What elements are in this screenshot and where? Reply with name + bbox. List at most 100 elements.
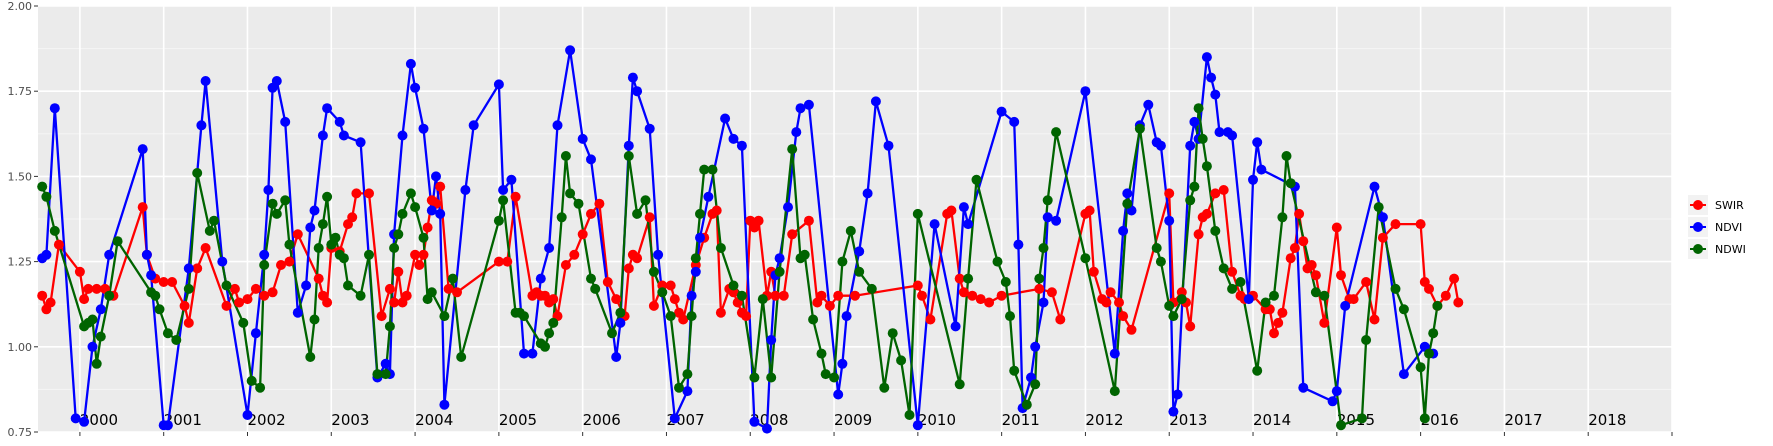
data-point-ndwi (1201, 161, 1212, 172)
data-point-ndwi (87, 314, 98, 325)
data-point-ndvi (929, 219, 940, 230)
data-point-ndwi (95, 331, 106, 342)
data-point-ndwi (1361, 335, 1372, 345)
data-point-ndvi (1214, 127, 1225, 138)
data-point-ndwi (338, 253, 349, 264)
data-point-ndwi (405, 188, 416, 199)
data-point-ndvi (146, 270, 157, 281)
data-point-ndvi (259, 249, 270, 260)
data-point-ndwi (1051, 127, 1062, 138)
data-point-swir (1310, 270, 1321, 281)
legend-marker (1693, 244, 1703, 254)
data-point-ndwi (1419, 413, 1430, 424)
data-point-ndvi (1201, 52, 1212, 63)
data-point-ndvi (439, 399, 450, 410)
data-point-ndwi (493, 215, 504, 226)
data-point-swir (74, 266, 85, 277)
y-tick-label: 1.00 (8, 341, 33, 354)
data-point-ndwi (426, 287, 437, 298)
data-point-ndvi (1398, 369, 1409, 380)
data-point-ndvi (280, 116, 291, 127)
data-point-swir (183, 317, 194, 328)
data-point-ndvi (1109, 348, 1120, 359)
data-point-ndwi (49, 225, 60, 236)
data-point-ndwi (1336, 420, 1346, 431)
data-point-ndwi (1432, 300, 1443, 311)
data-point-ndwi (1218, 263, 1229, 274)
data-point-swir (510, 191, 521, 202)
data-point-ndwi (1042, 195, 1053, 206)
data-point-ndvi (1248, 174, 1258, 185)
data-point-ndwi (674, 382, 684, 393)
data-point-ndvi (791, 127, 802, 138)
y-tick-label: 2.00 (8, 0, 33, 13)
data-point-ndwi (1310, 287, 1321, 298)
data-point-swir (1210, 188, 1221, 199)
data-point-ndwi (854, 266, 865, 277)
data-point-ndwi (41, 191, 52, 202)
data-point-ndvi (774, 253, 785, 264)
data-point-swir (1055, 314, 1066, 325)
series-points (37, 45, 1464, 434)
data-point-ndwi (623, 151, 634, 161)
data-point-ndvi (162, 420, 173, 431)
data-point-ndwi (749, 372, 760, 383)
data-point-ndwi (1428, 328, 1439, 339)
data-point-swir (1269, 328, 1279, 339)
data-point-swir (1306, 260, 1317, 270)
data-point-ndvi (623, 140, 634, 151)
data-point-swir (418, 249, 429, 260)
data-point-ndwi (904, 410, 915, 420)
data-point-ndvi (627, 72, 638, 83)
x-axis (79, 432, 1673, 436)
data-point-swir (1319, 317, 1330, 328)
data-point-ndvi (468, 120, 479, 131)
data-point-ndvi (301, 280, 312, 291)
data-point-swir (1289, 243, 1300, 253)
data-point-swir (158, 277, 169, 287)
year-label: 2005 (499, 411, 537, 429)
data-point-ndwi (1189, 181, 1200, 192)
year-label: 2004 (415, 411, 453, 429)
data-point-swir (229, 283, 240, 294)
data-point-swir (1424, 283, 1434, 294)
data-point-ndwi (322, 191, 333, 202)
y-tick-label: 1.75 (8, 85, 33, 98)
data-point-swir (276, 260, 286, 270)
data-point-ndvi (1185, 140, 1196, 151)
data-point-ndvi (783, 202, 793, 213)
data-point-ndvi (854, 246, 865, 257)
data-point-ndvi (883, 140, 894, 151)
data-point-ndwi (799, 249, 810, 260)
data-point-swir (586, 208, 596, 219)
data-point-ndwi (573, 198, 584, 209)
data-point-ndvi (263, 185, 274, 195)
data-point-ndwi (971, 174, 982, 185)
data-point-ndvi (334, 116, 345, 127)
data-point-ndwi (1398, 304, 1409, 315)
data-point-ndwi (845, 225, 856, 236)
data-point-swir (1088, 266, 1099, 277)
data-point-ndwi (1122, 198, 1133, 209)
data-point-swir (975, 294, 986, 305)
data-point-swir (179, 300, 190, 311)
data-point-swir (452, 287, 462, 298)
data-point-ndwi (560, 151, 571, 161)
data-point-ndvi (833, 389, 844, 400)
data-point-swir (1294, 208, 1305, 219)
data-point-ndvi (1013, 239, 1024, 250)
data-point-swir (1449, 273, 1460, 284)
data-point-swir (1105, 287, 1116, 298)
data-point-ndvi (493, 79, 504, 90)
data-point-ndvi (200, 76, 211, 86)
data-point-ndvi (1227, 130, 1238, 141)
year-label: 2016 (1421, 411, 1459, 429)
data-point-swir (83, 283, 94, 294)
data-point-swir (1298, 236, 1309, 247)
data-point-ndvi (70, 413, 81, 424)
data-point-ndwi (1005, 311, 1015, 322)
year-label: 2002 (247, 411, 285, 429)
data-point-ndwi (607, 328, 617, 339)
data-point-swir (267, 287, 278, 298)
data-point-swir (1453, 297, 1464, 308)
